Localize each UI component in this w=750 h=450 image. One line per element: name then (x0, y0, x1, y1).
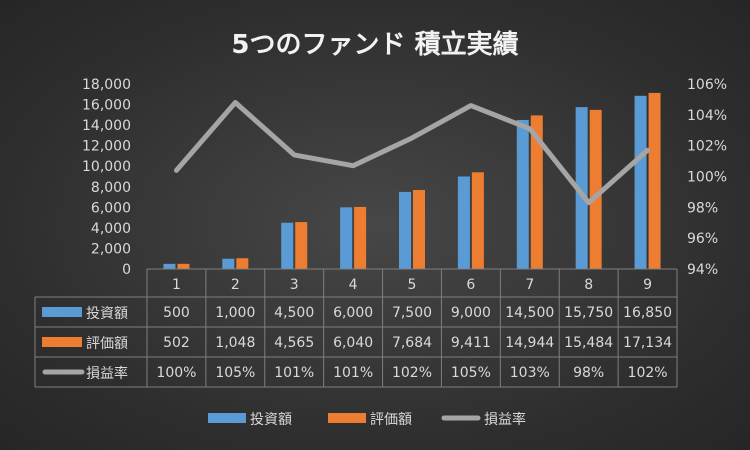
table-cell: 9,000 (451, 305, 491, 321)
y-left-tick-label: 6,000 (91, 200, 131, 216)
y-right-tick-label: 100% (687, 170, 727, 186)
y-right-tick-label: 106% (687, 77, 727, 93)
x-category-label: 3 (290, 277, 299, 293)
bar-investment (634, 95, 647, 269)
table-cell: 500 (163, 305, 190, 321)
bar-investment (340, 207, 353, 269)
x-category-label: 7 (525, 277, 534, 293)
table-cell: 98% (573, 365, 604, 381)
table-cell: 6,000 (333, 305, 373, 321)
bar-valuation (354, 206, 367, 269)
x-category-label: 9 (643, 277, 652, 293)
table-cell: 15,750 (564, 305, 613, 321)
table-cell: 6,040 (333, 335, 373, 351)
legend-key (208, 413, 246, 423)
legend-label: 損益率 (484, 411, 526, 428)
bar-valuation (295, 222, 308, 269)
y-right-tick-label: 98% (687, 200, 718, 216)
bar-valuation (530, 115, 543, 269)
y-right-tick-label: 94% (687, 262, 718, 278)
bar-valuation (589, 109, 602, 269)
table-series-name: 投資額 (86, 306, 128, 322)
table-legend-key (42, 307, 82, 317)
x-category-label: 6 (466, 277, 475, 293)
table-cell: 1,000 (215, 305, 255, 321)
table-cell: 14,944 (505, 335, 554, 351)
y-left-tick-label: 8,000 (91, 180, 131, 196)
y-right-tick-label: 104% (687, 108, 727, 124)
table-cell: 4,565 (274, 335, 314, 351)
x-category-label: 4 (349, 277, 358, 293)
table-cell: 7,684 (392, 335, 432, 351)
bar-investment (457, 176, 470, 269)
bar-valuation (471, 172, 484, 269)
y-left-tick-label: 0 (122, 262, 131, 278)
bar-investment (575, 107, 588, 269)
x-category-label: 8 (584, 277, 593, 293)
bar-valuation (648, 92, 661, 269)
legend-label: 評価額 (370, 412, 412, 428)
y-left-tick-label: 2,000 (91, 241, 131, 257)
y-left-tick-label: 10,000 (82, 159, 131, 175)
y-left-tick-label: 18,000 (82, 77, 131, 93)
bar-investment (222, 258, 235, 269)
bar-investment (281, 222, 294, 269)
table-cell: 7,500 (392, 305, 432, 321)
legend-key (328, 413, 366, 423)
x-category-label: 1 (172, 277, 181, 293)
table-series-name: 損益率 (86, 365, 128, 382)
table-cell: 9,411 (451, 335, 491, 351)
bar-valuation (413, 190, 425, 269)
table-cell: 17,134 (623, 335, 672, 351)
table-cell: 502 (163, 335, 190, 351)
bar-investment (399, 191, 411, 269)
chart-title: 5つのファンド 積立実績 (231, 29, 518, 60)
y-left-tick-label: 16,000 (82, 98, 131, 114)
table-cell: 105% (451, 365, 491, 381)
bar-investment (163, 263, 176, 269)
table-cell: 103% (510, 365, 550, 381)
legend-label: 投資額 (250, 412, 292, 428)
bar-valuation (177, 263, 190, 269)
x-category-label: 5 (408, 277, 417, 293)
table-series-name: 評価額 (86, 336, 128, 352)
y-left-tick-label: 12,000 (82, 139, 131, 155)
table-cell: 100% (156, 365, 196, 381)
table-cell: 101% (333, 365, 373, 381)
y-right-tick-label: 102% (687, 139, 727, 155)
bar-investment (516, 119, 529, 269)
table-cell: 14,500 (505, 305, 554, 321)
table-cell: 16,850 (623, 305, 672, 321)
y-right-tick-label: 96% (687, 231, 718, 247)
y-left-tick-label: 14,000 (82, 118, 131, 134)
x-category-label: 2 (231, 277, 240, 293)
y-left-tick-label: 4,000 (91, 221, 131, 237)
table-cell: 1,048 (215, 335, 255, 351)
bar-valuation (236, 258, 249, 269)
table-cell: 4,500 (274, 305, 314, 321)
table-cell: 15,484 (564, 335, 613, 351)
table-cell: 101% (274, 365, 314, 381)
table-legend-key (42, 337, 82, 347)
table-cell: 102% (392, 365, 432, 381)
table-cell: 102% (628, 365, 668, 381)
table-cell: 105% (215, 365, 255, 381)
